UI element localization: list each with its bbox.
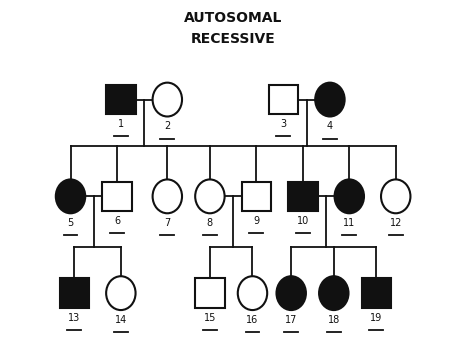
Bar <box>106 85 136 114</box>
Ellipse shape <box>195 179 225 213</box>
Text: 4: 4 <box>327 121 333 131</box>
Ellipse shape <box>381 179 410 213</box>
Text: 18: 18 <box>328 315 340 325</box>
Text: 10: 10 <box>297 216 309 226</box>
Text: 11: 11 <box>343 218 356 228</box>
Text: 2: 2 <box>164 121 171 131</box>
Bar <box>195 279 225 308</box>
Bar <box>242 182 271 211</box>
Text: 1: 1 <box>118 119 124 129</box>
Ellipse shape <box>238 276 267 310</box>
Text: 12: 12 <box>390 218 402 228</box>
Text: 19: 19 <box>370 313 383 322</box>
Ellipse shape <box>315 82 345 116</box>
Bar <box>362 279 391 308</box>
Ellipse shape <box>56 179 85 213</box>
Text: 9: 9 <box>253 216 259 226</box>
Bar <box>60 279 89 308</box>
Text: 13: 13 <box>68 313 81 322</box>
Text: 16: 16 <box>246 315 259 325</box>
Bar <box>269 85 298 114</box>
Text: 17: 17 <box>285 315 297 325</box>
Text: 6: 6 <box>114 216 120 226</box>
Ellipse shape <box>276 276 306 310</box>
Ellipse shape <box>153 82 182 116</box>
Text: 7: 7 <box>164 218 171 228</box>
Text: 5: 5 <box>67 218 73 228</box>
Ellipse shape <box>319 276 348 310</box>
Ellipse shape <box>335 179 364 213</box>
Ellipse shape <box>153 179 182 213</box>
Text: 14: 14 <box>115 315 127 325</box>
Text: RECESSIVE: RECESSIVE <box>191 32 275 46</box>
Bar <box>102 182 132 211</box>
Text: 15: 15 <box>204 313 216 322</box>
Text: 8: 8 <box>207 218 213 228</box>
Text: AUTOSOMAL: AUTOSOMAL <box>184 11 283 24</box>
Text: 3: 3 <box>281 119 286 129</box>
Bar <box>288 182 318 211</box>
Ellipse shape <box>106 276 136 310</box>
